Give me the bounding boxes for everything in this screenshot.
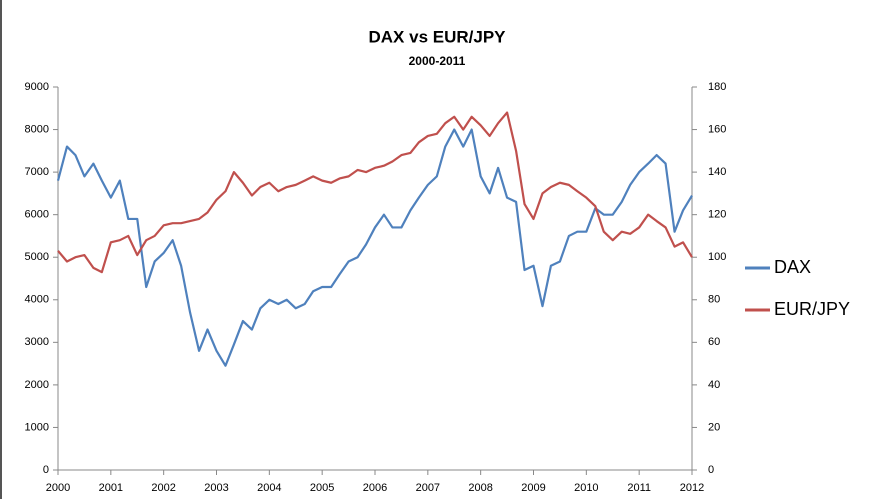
- y2-tick-label: 120: [708, 209, 726, 221]
- legend-label: EUR/JPY: [774, 299, 850, 319]
- x-tick-label: 2009: [521, 482, 545, 494]
- x-tick-label: 2001: [99, 482, 123, 494]
- y2-tick-label: 40: [708, 379, 720, 391]
- series-line: [57, 111, 693, 274]
- legend-label: DAX: [774, 257, 811, 277]
- x-tick-label: 2012: [680, 482, 704, 494]
- x-tick-label: 2004: [257, 482, 281, 494]
- chart-subtitle: 2000-2011: [409, 54, 466, 68]
- x-tick-label: 2008: [468, 482, 492, 494]
- x-tick-label: 2007: [416, 482, 440, 494]
- x-tick-label: 2000: [46, 482, 70, 494]
- x-tick-label: 2010: [574, 482, 598, 494]
- y2-tick-label: 160: [708, 123, 726, 135]
- y2-tick-label: 20: [708, 421, 720, 433]
- y2-tick-label: 80: [708, 294, 720, 306]
- y2-tick-label: 60: [708, 336, 720, 348]
- y-tick-label: 8000: [25, 123, 49, 135]
- y-tick-label: 6000: [25, 209, 49, 221]
- y2-tick-label: 0: [708, 464, 714, 476]
- series-line: [56, 128, 693, 367]
- y-tick-label: 1000: [25, 421, 49, 433]
- y-tick-label: 4000: [25, 294, 49, 306]
- chart-title: DAX vs EUR/JPY: [369, 27, 507, 46]
- y-tick-label: 3000: [25, 336, 49, 348]
- y-tick-label: 2000: [25, 379, 49, 391]
- x-tick-label: 2006: [363, 482, 387, 494]
- x-tick-label: 2011: [627, 482, 651, 494]
- y2-tick-label: 140: [708, 166, 726, 178]
- x-tick-label: 2002: [151, 482, 175, 494]
- y-tick-label: 0: [43, 464, 49, 476]
- x-tick-label: 2003: [204, 482, 228, 494]
- y-tick-label: 5000: [25, 251, 49, 263]
- y-tick-label: 9000: [25, 81, 49, 93]
- y2-tick-label: 100: [708, 251, 726, 263]
- y2-tick-label: 180: [708, 81, 726, 93]
- x-tick-label: 2005: [310, 482, 334, 494]
- y-tick-label: 7000: [25, 166, 49, 178]
